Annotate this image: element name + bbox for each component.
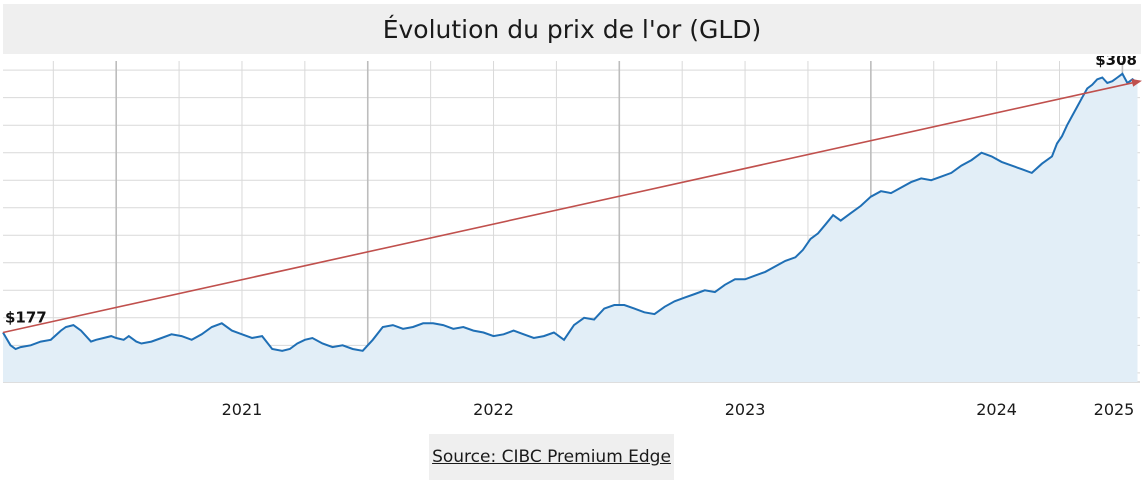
annotations: $177 $308 <box>5 56 1137 326</box>
price-area <box>3 73 1138 383</box>
x-tick-label: 2024 <box>976 400 1017 419</box>
gold-price-chart: 2021 2022 2023 2024 2025 $177 $308 <box>2 56 1142 419</box>
x-tick-label: 2025 <box>1094 400 1135 419</box>
x-axis: 2021 2022 2023 2024 2025 <box>222 400 1135 419</box>
x-tick-label: 2023 <box>725 400 766 419</box>
x-tick-label: 2021 <box>222 400 263 419</box>
source-box: Source: CIBC Premium Edge <box>429 434 674 480</box>
annotation-label: $177 <box>5 308 47 326</box>
trend-arrow <box>2 78 1142 334</box>
chart-title: Évolution du prix de l'or (GLD) <box>382 14 762 44</box>
price-line <box>2 72 1139 352</box>
source-link[interactable]: Source: CIBC Premium Edge <box>432 447 671 467</box>
annotation-label: $308 <box>1095 56 1137 69</box>
x-tick-label: 2022 <box>473 400 514 419</box>
chart-title-bar: Évolution du prix de l'or (GLD) <box>3 4 1141 54</box>
